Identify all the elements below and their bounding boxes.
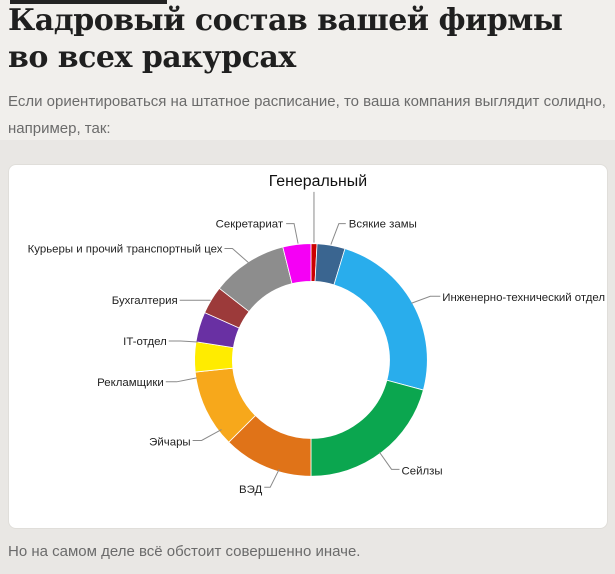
slice-label-secretariat: Секретариат <box>216 219 284 231</box>
top-crop-bar <box>10 0 167 4</box>
slice-label-deputies: Всякие замы <box>349 219 417 231</box>
leader-line-advertising <box>165 377 197 383</box>
slice-label-advertising: Рекламщики <box>97 377 164 389</box>
leader-lines <box>165 191 441 488</box>
slice-label-couriers: Курьеры и прочий транспортный цех <box>28 244 223 256</box>
slice-labels: Генеральный Всякие замы Инженерно-технич… <box>28 173 605 496</box>
leader-line-sales <box>379 452 400 470</box>
slice-label-engineering: Инженерно-технический отдел <box>442 292 605 304</box>
leader-line-it <box>168 340 198 343</box>
slice-label-accounting: Бухгалтерия <box>112 295 178 307</box>
slice-label-hr: Эйчары <box>149 436 190 448</box>
donut-slice-engineering <box>333 248 428 391</box>
slice-label-it: IT-отдел <box>123 336 167 348</box>
leader-line-couriers <box>224 248 249 263</box>
leader-line-hr <box>192 429 222 441</box>
slice-label-general: Генеральный <box>269 173 367 190</box>
slice-label-sales: Сейлзы <box>401 465 442 477</box>
article-header: Кадровый состав вашей фирмы во всех раку… <box>0 0 615 140</box>
leader-line-ved <box>264 469 280 488</box>
slice-label-ved: ВЭД <box>239 484 262 496</box>
donut-chart: Генеральный Всякие замы Инженерно-технич… <box>28 173 605 496</box>
article-outro: Но на самом деле всё обстоит совершенно … <box>8 543 361 560</box>
article-intro: Если ориентироваться на штатное расписан… <box>8 93 606 137</box>
donut-slice-sales <box>310 379 424 477</box>
donut-slice-secretariat <box>282 243 312 285</box>
leader-line-secretariat <box>286 223 299 244</box>
leader-line-deputies <box>330 223 346 245</box>
article-title: Кадровый состав вашей фирмы во всех раку… <box>8 3 563 75</box>
donut-slices <box>194 243 428 477</box>
leader-line-engineering <box>411 295 441 304</box>
chart-card: Генеральный Всякие замы Инженерно-технич… <box>8 164 608 529</box>
